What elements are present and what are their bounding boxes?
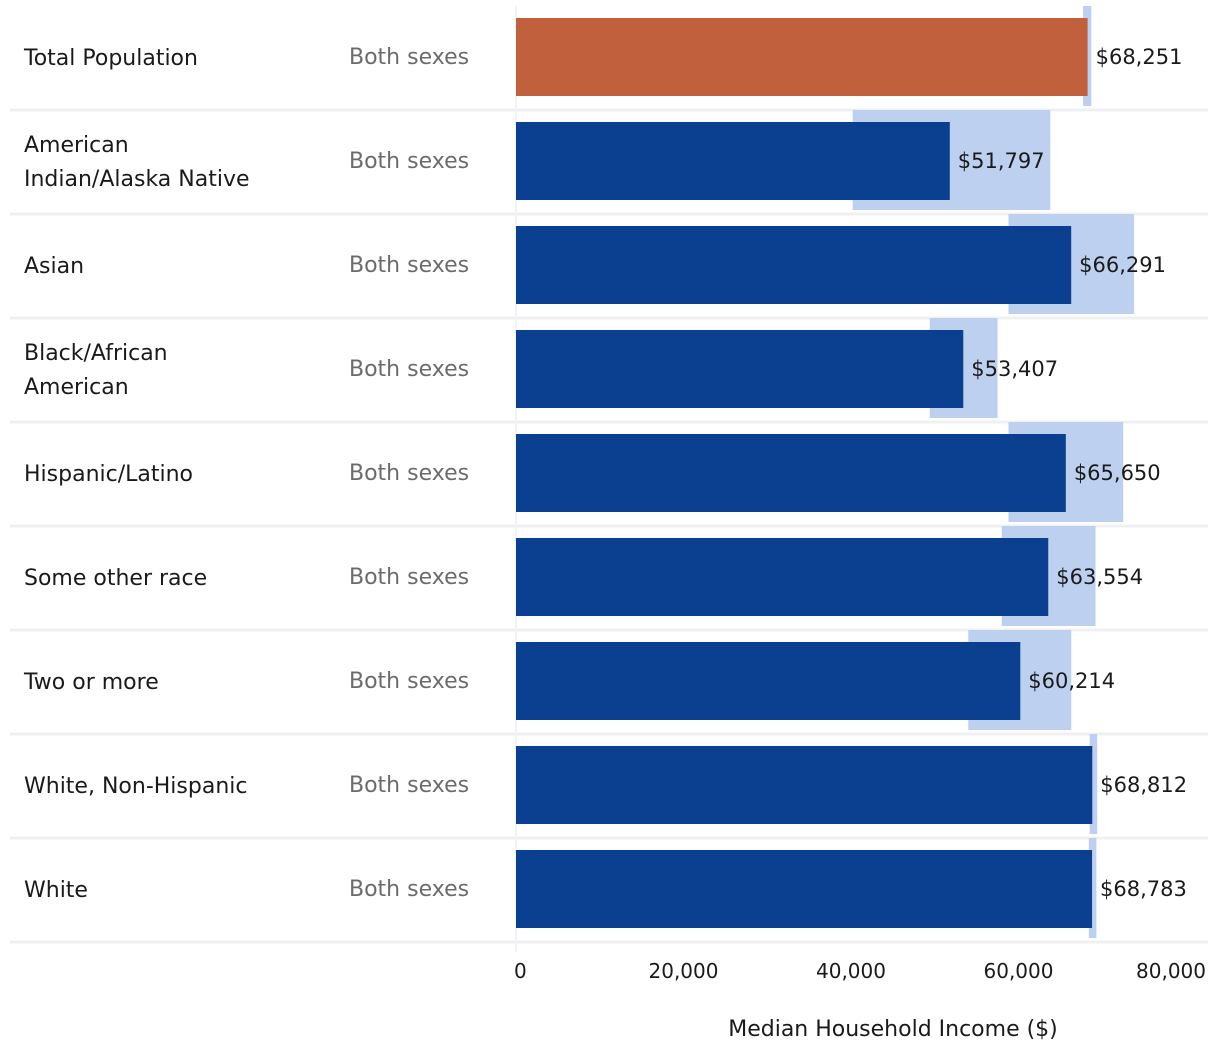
error-band [1088, 838, 1097, 938]
category-label-line: American [24, 133, 129, 158]
x-tick-label: 40,000 [816, 959, 886, 983]
value-label: $66,291 [1079, 253, 1166, 277]
bar [516, 746, 1093, 824]
category-label: Some other race [24, 566, 207, 591]
error-band [1089, 734, 1098, 834]
bar [516, 122, 950, 200]
value-label: $51,797 [958, 149, 1045, 173]
category-label-line: Indian/Alaska Native [24, 167, 250, 192]
category-label: Asian [24, 254, 84, 279]
group-label: Both sexes [349, 149, 469, 174]
category-label: White, Non-Hispanic [24, 774, 247, 799]
x-tick-label: 60,000 [984, 959, 1054, 983]
category-label: White [24, 878, 88, 903]
group-label: Both sexes [349, 565, 469, 590]
value-label: $68,812 [1100, 773, 1187, 797]
value-label: $65,650 [1074, 461, 1161, 485]
x-tick-label: 20,000 [649, 959, 719, 983]
category-label: Two or more [23, 670, 159, 695]
value-label: $60,214 [1028, 669, 1115, 693]
group-label: Both sexes [349, 357, 469, 382]
category-label-line: Black/African [24, 341, 168, 366]
x-tick-label: 0 [514, 959, 527, 983]
group-label: Both sexes [349, 253, 469, 278]
bar [516, 18, 1088, 96]
category-label: Total Population [23, 46, 198, 71]
group-label: Both sexes [349, 877, 469, 902]
bar [516, 850, 1093, 928]
group-label: Both sexes [349, 669, 469, 694]
group-label: Both sexes [349, 45, 469, 70]
bar [516, 226, 1072, 304]
value-label: $68,783 [1100, 877, 1187, 901]
value-label: $63,554 [1056, 565, 1143, 589]
category-label: Hispanic/Latino [24, 462, 193, 487]
x-axis-title: Median Household Income ($) [728, 1017, 1058, 1042]
group-label: Both sexes [349, 773, 469, 798]
group-label: Both sexes [349, 461, 469, 486]
bar [516, 538, 1049, 616]
bar [516, 434, 1066, 512]
bar [516, 642, 1021, 720]
x-tick-label: 80,000 [1136, 959, 1206, 983]
category-label-line: American [24, 375, 129, 400]
value-label: $53,407 [971, 357, 1058, 381]
value-label: $68,251 [1096, 45, 1183, 69]
bar [516, 330, 964, 408]
